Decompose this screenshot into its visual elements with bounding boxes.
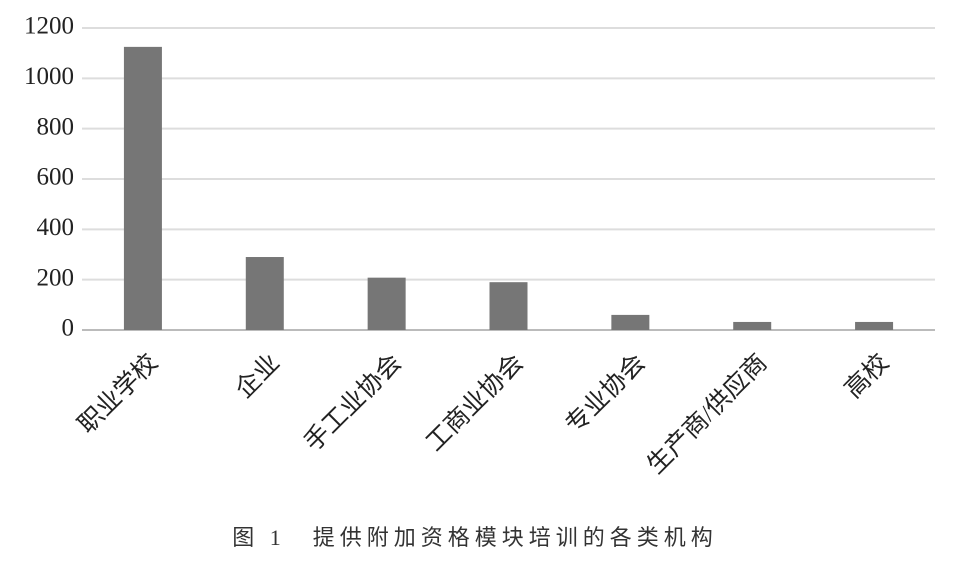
x-tick-label: 高校 xyxy=(839,348,894,403)
bar xyxy=(489,282,528,330)
x-tick-label: 生产商/供应商 xyxy=(642,348,773,479)
x-tick-label: 专业协会 xyxy=(560,348,651,439)
y-tick-label: 1000 xyxy=(24,63,74,90)
y-tick-label: 400 xyxy=(37,214,75,241)
x-tick-label: 手工业协会 xyxy=(299,348,407,456)
bar xyxy=(245,257,284,330)
y-tick-label: 800 xyxy=(37,113,75,140)
bar xyxy=(367,277,406,330)
y-tick-label: 600 xyxy=(37,164,75,191)
bar xyxy=(733,321,772,330)
bar xyxy=(611,314,650,330)
bar xyxy=(855,321,894,330)
x-tick-label: 企业 xyxy=(230,348,285,403)
bar xyxy=(123,46,162,330)
x-tick-label: 工商业协会 xyxy=(421,348,529,456)
y-tick-label: 0 xyxy=(62,315,75,342)
y-tick-label: 200 xyxy=(37,264,75,291)
chart-title: 图 1 提供附加资格模块培训的各类机构 xyxy=(232,525,718,550)
x-tick-label: 职业学校 xyxy=(73,348,164,439)
y-tick-label: 1200 xyxy=(24,13,74,40)
